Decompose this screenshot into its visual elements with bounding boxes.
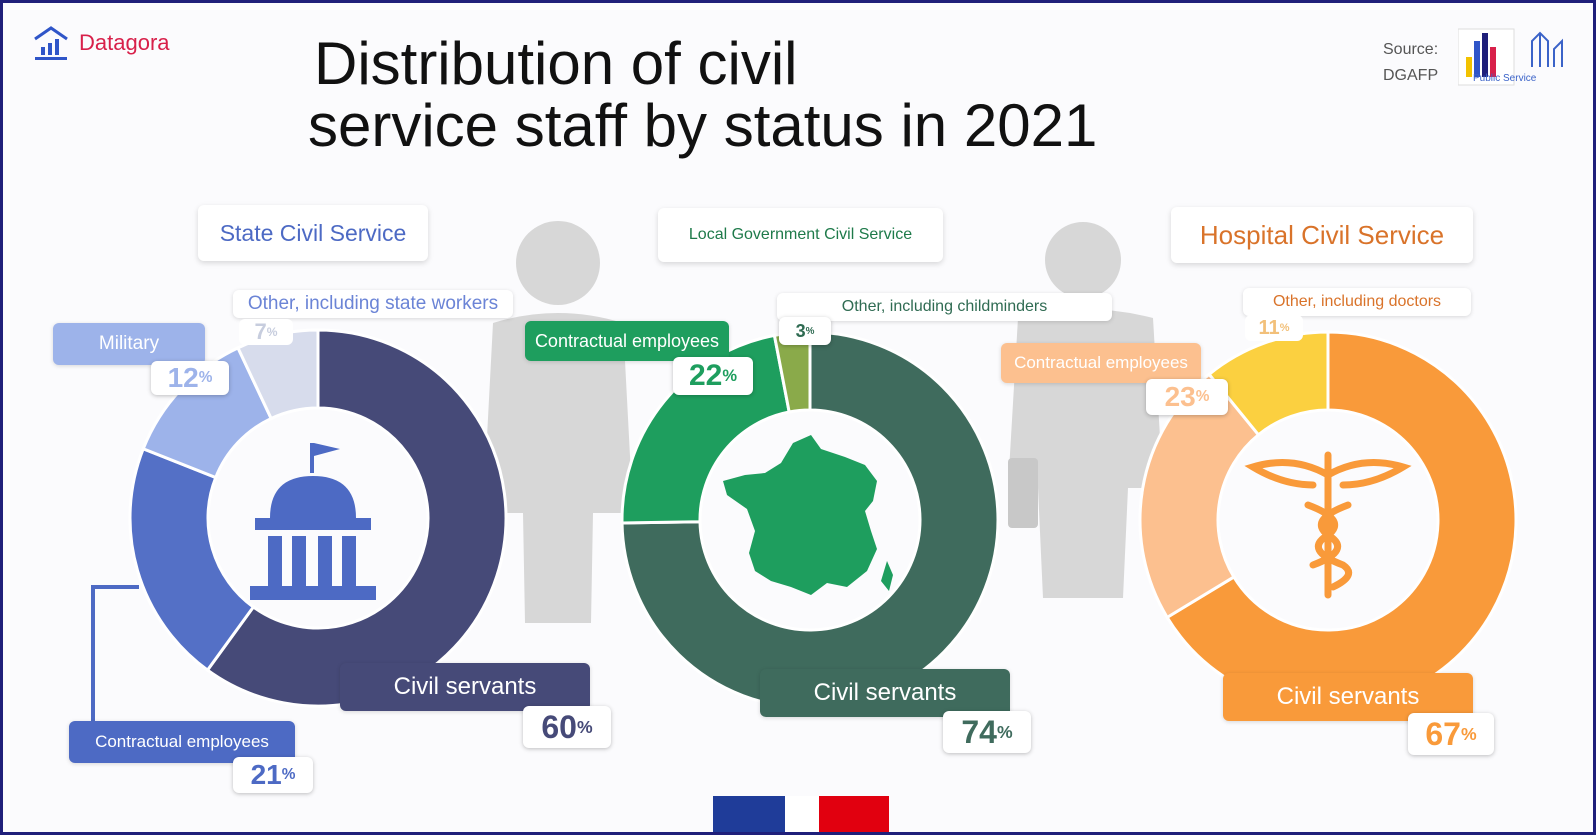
corsica-icon [881, 561, 893, 591]
page-title: Distribution of civil service staff by s… [308, 33, 1268, 157]
source-block: Source: DGAFP [1383, 37, 1438, 89]
donut-slice-civil-servants [205, 328, 508, 708]
leader-line [91, 585, 139, 743]
donut-slice-other-including-doctors [1207, 330, 1330, 437]
label-other-state: Other, including state workers [233, 290, 513, 318]
datagora-logo-icon [34, 26, 68, 60]
pct-other-state: 7% [239, 319, 293, 345]
label-civil-state: Civil servants [340, 663, 590, 711]
pct-contractual-state: 21% [233, 757, 313, 793]
label-other-local: Other, including childminders [777, 293, 1112, 321]
government-building-icon [250, 443, 376, 600]
pct-contractual-hospital: 23% [1146, 379, 1228, 415]
pct-other-local: 3% [779, 317, 831, 345]
pct-other-hospital: 11% [1245, 315, 1303, 341]
card-title-state: State Civil Service [198, 205, 428, 261]
pct-civil-local: 74% [943, 711, 1031, 753]
brand-logo[interactable]: Datagora [31, 25, 170, 61]
source-label: Source: [1383, 41, 1439, 58]
label-contractual-local: Contractual employees [525, 321, 729, 361]
pct-military: 12% [151, 361, 229, 395]
donut-slice-contractual-employees [1138, 372, 1261, 620]
pct-contractual-local: 22% [673, 357, 753, 395]
donut-slice-civil-servants [620, 330, 1000, 710]
caduceus-icon [1244, 451, 1412, 599]
pct-civil-hospital: 67% [1408, 713, 1494, 755]
title-line-2: service staff by status in 2021 [308, 92, 1098, 159]
person-silhouette-icon [483, 221, 633, 623]
label-contractual-hospital: Contractual employees [1001, 343, 1201, 383]
french-republic-flag-icon [713, 796, 889, 832]
france-map-icon [723, 435, 877, 595]
public-service-logo-text: Public Service [1473, 73, 1537, 84]
pct-civil-state: 60% [523, 706, 611, 748]
label-civil-local: Civil servants [760, 669, 1010, 717]
title-line-1: Distribution of civil [314, 30, 798, 97]
card-title-hospital: Hospital Civil Service [1171, 207, 1473, 263]
public-service-logo-icon [1458, 28, 1563, 86]
label-military: Military [53, 323, 205, 365]
source-name: DGAFP [1383, 67, 1439, 84]
donut-hospital [1138, 330, 1518, 710]
donut-state [128, 328, 508, 708]
brand-name: Datagora [79, 30, 170, 55]
donut-slice-contractual-employees [128, 446, 256, 673]
label-contractual-state: Contractual employees [69, 721, 295, 763]
card-title-local: Local Government Civil Service [658, 208, 943, 262]
label-other-hospital: Other, including doctors [1243, 288, 1471, 316]
donut-local [620, 330, 1000, 710]
donut-slice-civil-servants [1165, 330, 1518, 710]
